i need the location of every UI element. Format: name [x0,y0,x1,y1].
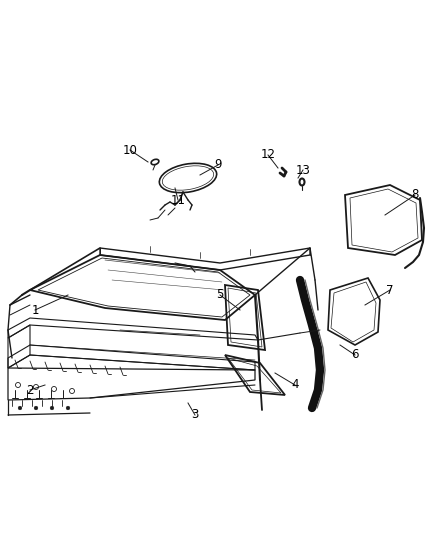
Text: 11: 11 [170,193,186,206]
Circle shape [66,406,70,410]
Circle shape [15,383,21,387]
Circle shape [18,406,22,410]
Text: 5: 5 [216,288,224,302]
Text: 10: 10 [123,143,138,157]
Text: 4: 4 [291,378,299,392]
Circle shape [33,384,39,390]
Text: 6: 6 [351,349,359,361]
Text: 12: 12 [261,149,276,161]
Text: 13: 13 [296,164,311,176]
Text: 9: 9 [214,158,222,172]
Circle shape [70,389,74,393]
Text: 7: 7 [386,284,394,296]
Circle shape [52,386,57,392]
Text: 8: 8 [411,189,419,201]
Text: 1: 1 [31,303,39,317]
Text: 3: 3 [191,408,199,422]
Text: 2: 2 [26,384,34,397]
Circle shape [34,406,38,410]
Circle shape [50,406,54,410]
